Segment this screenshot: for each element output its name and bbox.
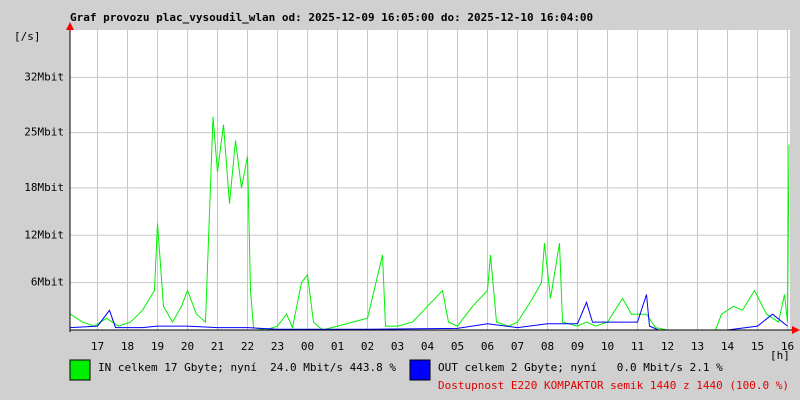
legend: IN celkem 17 Gbyte; nyní 24.0 Mbit/s 443… bbox=[69, 359, 723, 381]
grid: 17 18 19 20 21 22 23 00 01 02 03 04 05 06 07 08 09 10 11 12… bbox=[24, 30, 794, 353]
y-tick-label: 12Mbit bbox=[24, 228, 64, 241]
y-tick-label: 32Mbit bbox=[24, 70, 64, 83]
x-tick-label: 22 bbox=[241, 340, 254, 353]
x-tick-label: 21 bbox=[211, 340, 224, 353]
series-line bbox=[70, 116, 790, 331]
x-axis-label: [h] bbox=[770, 349, 790, 362]
legend-swatch bbox=[409, 359, 431, 381]
x-tick-label: 23 bbox=[271, 340, 284, 353]
x-arrow bbox=[792, 326, 800, 334]
y-tick-label: 18Mbit bbox=[24, 181, 64, 194]
availability-note: Dostupnost E220 KOMPAKTOR semik 1440 z 1… bbox=[438, 379, 789, 392]
x-tick-label: 08 bbox=[541, 340, 554, 353]
x-tick-label: 03 bbox=[391, 340, 404, 353]
y-axis-label: [/s] bbox=[14, 30, 41, 43]
x-tick-label: 12 bbox=[661, 340, 674, 353]
x-tick-label: 11 bbox=[631, 340, 644, 353]
legend-swatch bbox=[69, 359, 91, 381]
x-tick-label: 07 bbox=[511, 340, 524, 353]
x-tick-label: 01 bbox=[331, 340, 344, 353]
x-tick-label: 06 bbox=[481, 340, 494, 353]
x-tick-label: 19 bbox=[151, 340, 164, 353]
chart-title: Graf provozu plac_vysoudil_wlan od: 2025… bbox=[70, 11, 593, 24]
legend-label: IN celkem 17 Gbyte; nyní 24.0 Mbit/s 443… bbox=[98, 361, 396, 374]
x-tick-label: 14 bbox=[721, 340, 735, 353]
x-tick-label: 16 bbox=[781, 340, 794, 353]
y-tick-label: 6Mbit bbox=[31, 276, 64, 289]
x-tick-label: 02 bbox=[361, 340, 374, 353]
lines bbox=[70, 116, 790, 331]
x-tick-label: 04 bbox=[421, 340, 435, 353]
x-tick-label: 15 bbox=[751, 340, 764, 353]
plot-area bbox=[70, 30, 790, 330]
x-tick-label: 20 bbox=[181, 340, 194, 353]
x-tick-label: 13 bbox=[691, 340, 704, 353]
x-tick-label: 10 bbox=[601, 340, 614, 353]
x-tick-label: 00 bbox=[301, 340, 314, 353]
x-tick-label: 05 bbox=[451, 340, 464, 353]
y-tick-label: 25Mbit bbox=[24, 126, 64, 139]
x-tick-label: 18 bbox=[121, 340, 134, 353]
x-tick-label: 09 bbox=[571, 340, 584, 353]
x-tick-label: 17 bbox=[91, 340, 104, 353]
y-arrow bbox=[66, 22, 74, 30]
series-line bbox=[70, 294, 788, 331]
legend-label: OUT celkem 2 Gbyte; nyní 0.0 Mbit/s 2.1 … bbox=[438, 361, 723, 374]
